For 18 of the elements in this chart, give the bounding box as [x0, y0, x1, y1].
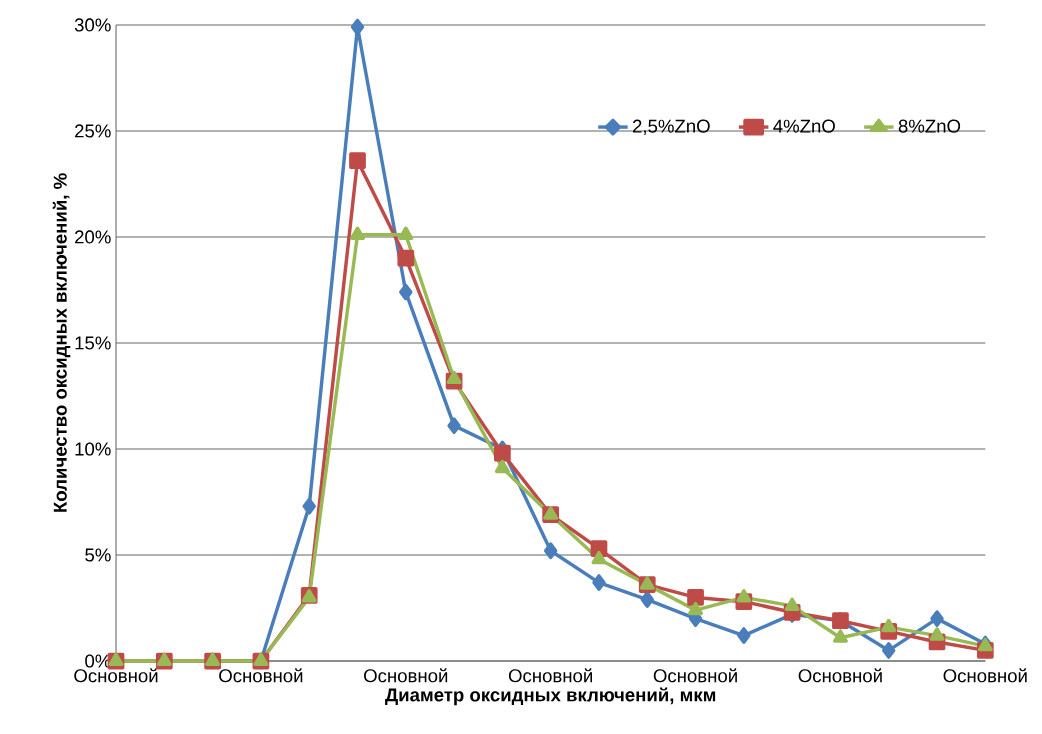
x-tick-label: Основной — [74, 668, 158, 683]
y-tick-label: 20% — [75, 230, 111, 244]
y-tick-label: 25% — [75, 124, 111, 138]
y-tick-label: 30% — [74, 18, 111, 32]
legend-label: 8%ZnO — [898, 119, 961, 133]
y-tick-label: 15% — [75, 336, 111, 350]
x-tick-label: Основной — [364, 668, 448, 683]
x-tick-label: Основной — [508, 668, 592, 683]
y-axis-title: Количество оксидных включений, % — [52, 173, 71, 512]
x-tick-label: Основной — [219, 668, 303, 683]
legend-label: 4%ZnO — [773, 119, 835, 133]
x-tick-label: Основной — [943, 668, 1027, 683]
legend-label: 2,5%ZnO — [632, 119, 710, 135]
y-tick-label: 10% — [75, 442, 111, 456]
x-axis-title: Диаметр оксидных включений, мкм — [385, 687, 716, 706]
x-tick-label: Основной — [653, 668, 737, 683]
y-tick-label: 5% — [85, 548, 111, 562]
x-tick-label: Основной — [798, 668, 882, 683]
